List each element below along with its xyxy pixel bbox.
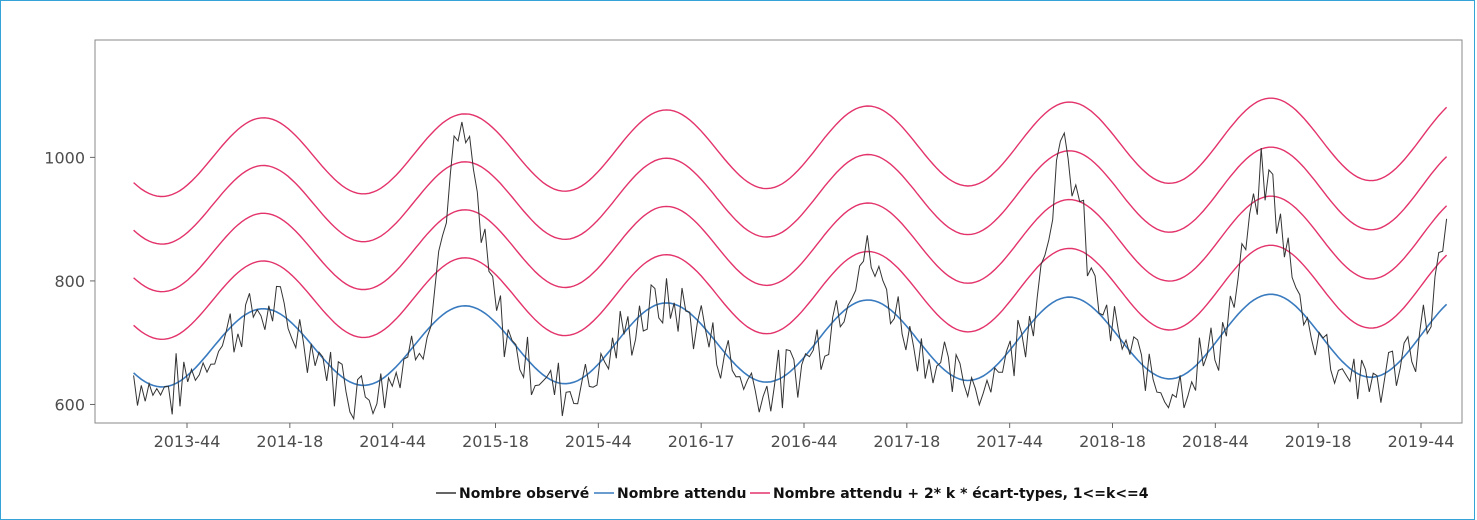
x-tick-label: 2017-18 (873, 432, 940, 451)
threshold-line-3 (133, 146, 1448, 245)
x-tick-label: 2019-44 (1388, 432, 1455, 451)
x-tick-label: 2014-44 (359, 432, 426, 451)
legend-label-threshold: Nombre attendu + 2* k * écart-types, 1<=… (773, 486, 1149, 502)
y-tick-label: 600 (54, 395, 85, 414)
x-tick-label: 2018-44 (1182, 432, 1249, 451)
x-tick-label: 2016-44 (771, 432, 838, 451)
threshold-line-2 (133, 195, 1448, 293)
legend: Nombre observé Nombre attendu Nombre att… (436, 486, 1149, 502)
x-axis: 2013-44 2014-18 2014-44 2015-18 2015-44 2016-… (154, 423, 1455, 451)
x-tick-label: 2013-44 (154, 432, 221, 451)
x-tick-label: 2015-18 (462, 432, 529, 451)
y-axis: 600 800 1000 (44, 148, 95, 414)
x-tick-label: 2015-44 (565, 432, 632, 451)
x-tick-label: 2017-44 (976, 432, 1043, 451)
legend-label-expected: Nombre attendu (617, 486, 747, 502)
observed-series (133, 121, 1448, 421)
y-tick-label: 1000 (44, 148, 85, 167)
x-tick-label: 2014-18 (256, 432, 323, 451)
x-tick-label: 2018-18 (1079, 432, 1146, 451)
y-tick-label: 800 (54, 272, 85, 291)
threshold-line-4 (133, 97, 1448, 198)
x-tick-label: 2019-18 (1285, 432, 1352, 451)
observed-line (133, 121, 1448, 421)
plot-area (94, 39, 1463, 424)
legend-label-observed: Nombre observé (459, 486, 589, 502)
threshold-line-1 (133, 244, 1448, 341)
x-tick-label: 2016-17 (668, 432, 735, 451)
threshold-series (133, 97, 1448, 341)
